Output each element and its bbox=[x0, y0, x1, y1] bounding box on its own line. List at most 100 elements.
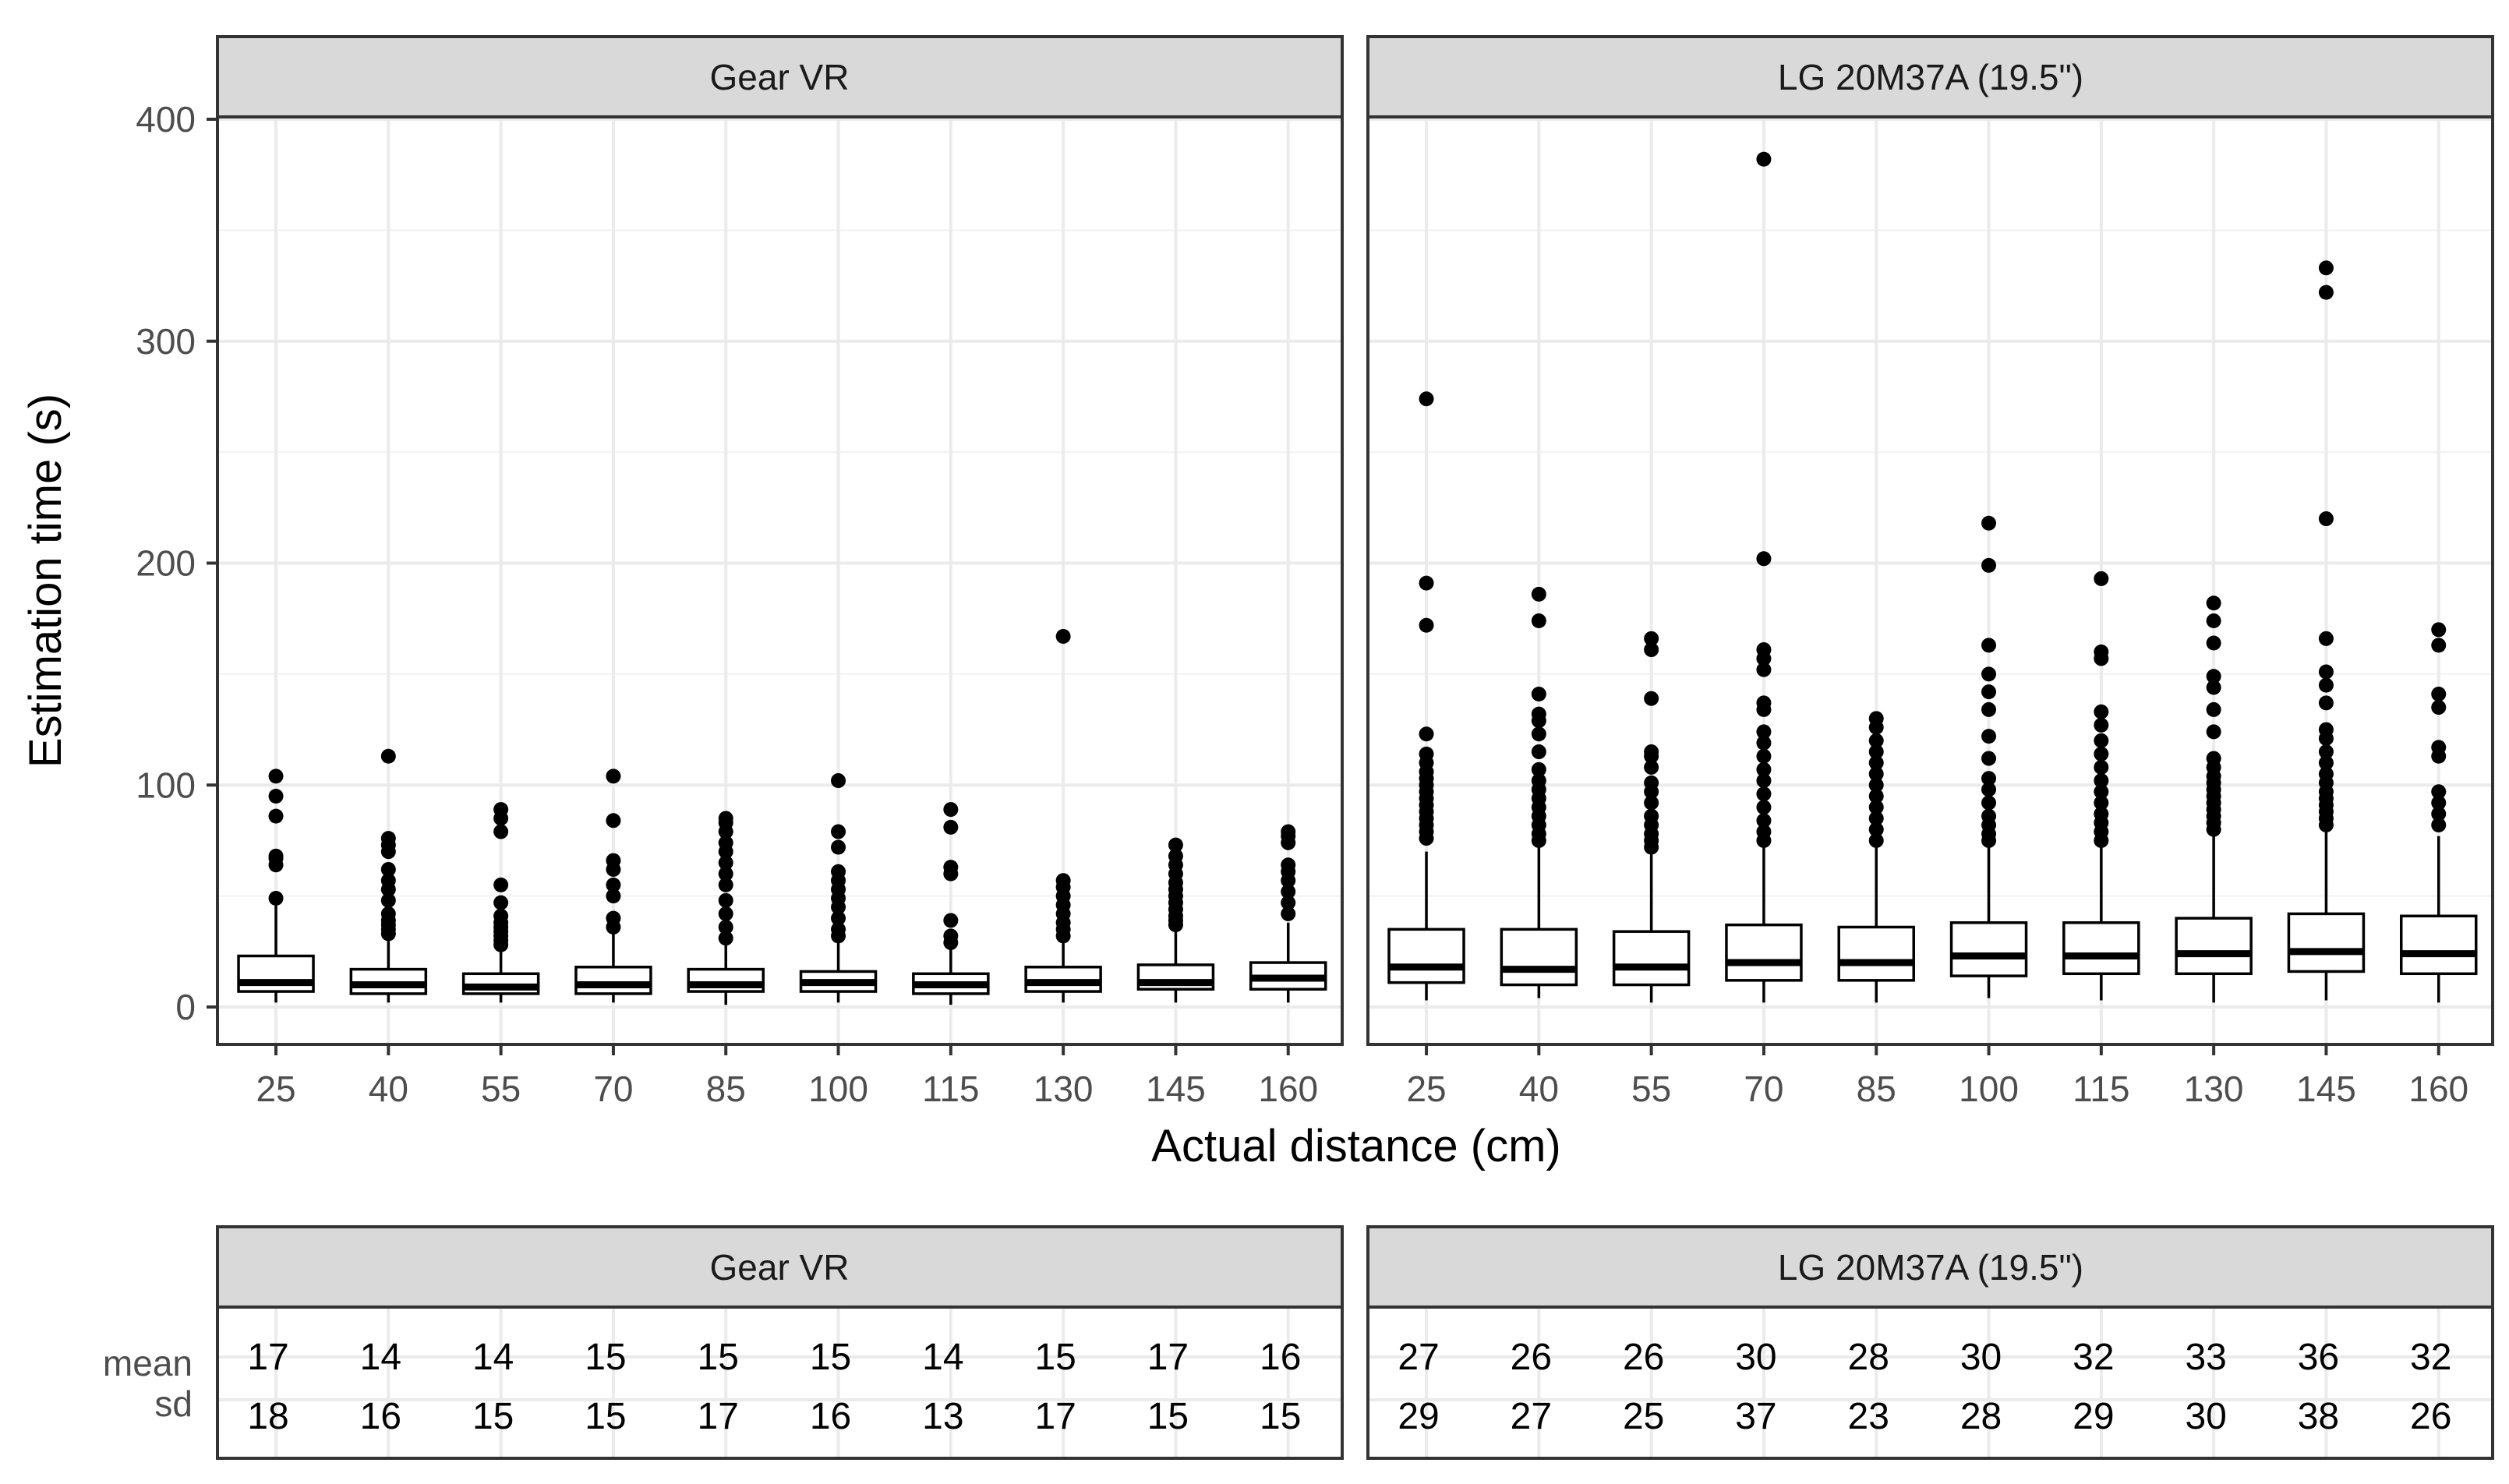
outlier-point bbox=[1868, 755, 1884, 771]
outlier-point bbox=[1531, 773, 1546, 789]
outlier-point bbox=[380, 892, 396, 908]
box-25 bbox=[237, 768, 315, 1003]
box-85 bbox=[687, 811, 765, 1005]
strip-label-lg-monitor: LG 20M37A (19.5") bbox=[1778, 57, 2083, 97]
box-130 bbox=[2175, 595, 2253, 1003]
y-axis: 0 100 200 300 400 bbox=[136, 99, 217, 1027]
outlier-point bbox=[1168, 848, 1183, 864]
outlier-point bbox=[1981, 795, 1997, 811]
table-cell-mean: 30 bbox=[1960, 1337, 2002, 1378]
outlier-point bbox=[493, 877, 509, 892]
x-tick-label: 70 bbox=[1744, 1069, 1783, 1109]
outlier-point bbox=[2094, 717, 2109, 733]
box-55 bbox=[1612, 631, 1691, 1003]
panel-border-gear-vr bbox=[216, 115, 1344, 1046]
table-cell-sd: 28 bbox=[1960, 1396, 2002, 1437]
table-cell-sd: 26 bbox=[2410, 1396, 2451, 1437]
table-cell-mean: 15 bbox=[810, 1337, 851, 1378]
outlier-point bbox=[606, 877, 621, 892]
outlier-point bbox=[1868, 777, 1884, 793]
table-cell-sd: 37 bbox=[1735, 1396, 1776, 1437]
box-iqr bbox=[2399, 914, 2478, 976]
outlier-point bbox=[1644, 691, 1659, 706]
table-cell-mean: 17 bbox=[247, 1337, 288, 1378]
table-cell-mean: 15 bbox=[698, 1337, 739, 1378]
outlier-point bbox=[943, 928, 959, 944]
table-cell-mean: 15 bbox=[585, 1337, 626, 1378]
outlier-point bbox=[1981, 771, 1997, 786]
outlier-point bbox=[831, 864, 846, 879]
x-tick-label: 70 bbox=[593, 1069, 633, 1109]
box-iqr bbox=[1837, 925, 1915, 982]
outlier-point bbox=[2094, 773, 2109, 789]
outlier-point bbox=[1756, 800, 1772, 815]
outlier-point bbox=[718, 866, 733, 882]
outlier-point bbox=[380, 831, 396, 846]
x-tick-label: 85 bbox=[706, 1069, 746, 1109]
box-160 bbox=[1249, 824, 1327, 1003]
outlier-point bbox=[2431, 806, 2447, 822]
outlier-point bbox=[1756, 642, 1772, 658]
outlier-point bbox=[1055, 873, 1071, 889]
table-border-lg-monitor bbox=[1366, 1306, 2494, 1460]
outlier-point bbox=[718, 855, 733, 871]
y-tick-label: 100 bbox=[136, 765, 196, 805]
outlier-point bbox=[1981, 729, 1997, 744]
outlier-point bbox=[1756, 773, 1772, 789]
table-lg-monitor: 27 26 26 30 28 30 32 33 36 32 29 27 25 37 23 28 29 30 38 26 bbox=[1368, 1307, 2493, 1458]
outlier-point bbox=[1981, 701, 1997, 717]
outlier-point bbox=[1756, 786, 1772, 802]
outlier-point bbox=[1756, 724, 1772, 740]
table-cell-sd: 27 bbox=[1511, 1396, 1552, 1437]
outlier-point bbox=[2318, 260, 2334, 276]
outlier-point bbox=[1281, 884, 1296, 899]
strip-gear-vr bbox=[216, 35, 1344, 118]
table-cell-sd: 17 bbox=[1034, 1396, 1076, 1437]
outlier-point bbox=[943, 819, 959, 835]
box-iqr bbox=[1387, 928, 1465, 984]
table-cell-sd: 15 bbox=[585, 1396, 626, 1437]
outlier-point bbox=[380, 861, 396, 877]
box-115 bbox=[912, 802, 990, 1005]
outlier-point bbox=[268, 808, 284, 824]
outlier-point bbox=[1419, 391, 1434, 407]
box-130 bbox=[1024, 628, 1102, 1003]
outlier-point bbox=[718, 919, 733, 935]
outlier-point bbox=[2318, 744, 2334, 760]
outlier-point bbox=[1981, 751, 1997, 766]
table-row-label-sd: sd bbox=[154, 1383, 193, 1424]
outlier-point bbox=[2094, 759, 2109, 775]
outlier-point bbox=[1756, 695, 1772, 711]
outlier-point bbox=[1868, 711, 1884, 726]
outlier-point bbox=[1981, 782, 1997, 797]
box-iqr bbox=[1500, 928, 1578, 987]
outlier-point bbox=[1644, 775, 1659, 790]
outlier-point bbox=[943, 913, 959, 928]
outlier-point bbox=[1756, 551, 1772, 567]
outlier-point bbox=[2206, 724, 2221, 740]
table-cell-mean: 32 bbox=[2410, 1337, 2451, 1378]
x-tick-label: 55 bbox=[481, 1069, 521, 1109]
box-40 bbox=[1500, 586, 1578, 998]
table-border-gear-vr bbox=[216, 1306, 1344, 1460]
box-145 bbox=[2287, 260, 2366, 1001]
y-tick-label: 0 bbox=[175, 987, 196, 1027]
outlier-point bbox=[2318, 631, 2334, 646]
outlier-point bbox=[2094, 571, 2109, 586]
outlier-point bbox=[2206, 635, 2221, 651]
table-cell-sd: 18 bbox=[247, 1396, 288, 1437]
outlier-point bbox=[2318, 284, 2334, 300]
x-tick-label: 40 bbox=[1519, 1069, 1559, 1109]
table-cell-mean: 32 bbox=[2073, 1337, 2114, 1378]
table-cell-sd: 17 bbox=[698, 1396, 739, 1437]
table-cell-mean: 26 bbox=[1623, 1337, 1664, 1378]
outlier-point bbox=[2431, 784, 2447, 800]
outlier-point bbox=[1756, 748, 1772, 764]
outlier-point bbox=[606, 813, 621, 829]
outlier-point bbox=[1981, 684, 1997, 700]
outlier-point bbox=[1644, 795, 1659, 811]
outlier-point bbox=[718, 811, 733, 826]
table-cell-mean: 27 bbox=[1398, 1337, 1439, 1378]
box-70 bbox=[1725, 151, 1803, 1003]
outlier-point bbox=[2206, 701, 2221, 717]
